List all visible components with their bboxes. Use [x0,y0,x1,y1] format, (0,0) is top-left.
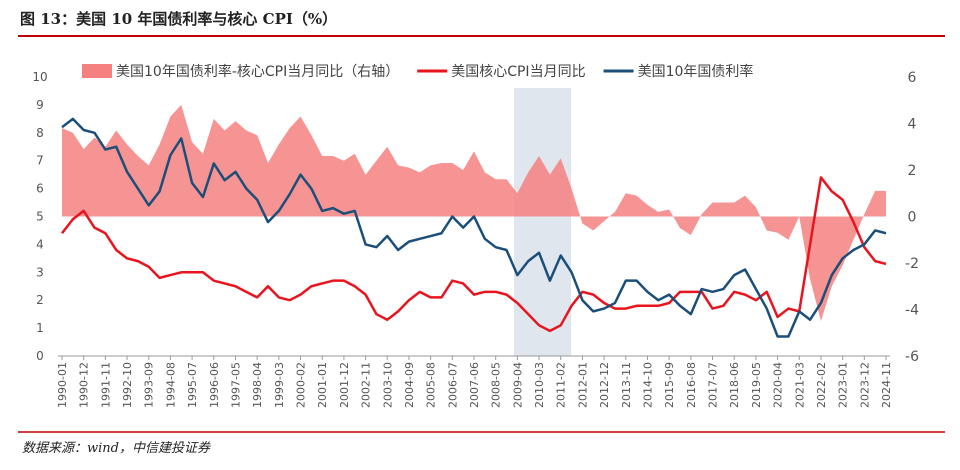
x-tick-label: 2012-01 [576,362,589,408]
x-tick-label: 2001-12 [338,362,351,408]
x-tick-label: 1990-12 [78,362,91,408]
y-tick-label: 3 [36,265,44,279]
x-tick-label: 2023-12 [858,362,871,408]
x-tick-label: 2007-06 [468,362,481,408]
y2-tick-label: 0 [908,210,917,226]
x-tick-label: 2017-07 [707,362,720,408]
x-tick-label: 1997-05 [229,362,242,408]
y2-tick-label: 4 [908,117,917,133]
x-tick-label: 2018-06 [728,362,741,408]
y-tick-label: 6 [36,182,44,196]
x-tick-label: 1990-01 [56,362,69,408]
x-tick-label: 2023-01 [837,362,850,408]
y-tick-label: 0 [36,349,44,363]
y-tick-label: 5 [36,210,44,224]
y-tick-label: 10 [32,70,47,84]
x-tick-label: 2013-11 [620,362,633,408]
y2-tick-label: 6 [908,70,917,86]
x-tick-label: 1999-03 [273,362,286,408]
x-tick-label: 2019-05 [750,362,763,408]
y-tick-label: 8 [36,126,44,140]
y-tick-label: 7 [36,154,44,168]
x-tick-label: 2002-11 [360,362,373,408]
x-tick-label: 1994-08 [164,362,177,408]
y-tick-label: 9 [36,98,44,112]
x-tick-label: 2014-10 [641,362,654,408]
legend-swatch [82,64,112,78]
spread-area [62,104,886,322]
legend-label: 美国10年国债利率 [638,63,754,80]
source: 数据来源：wind，中信建投证券 [22,441,211,456]
x-tick-label: 1992-10 [121,362,134,408]
shaded-period [514,88,571,356]
legend-label: 美国10年国债利率-核心CPI当月同比（右轴） [116,63,399,80]
x-tick-label: 2012-12 [598,362,611,408]
y2-tick-label: -6 [905,349,919,365]
x-tick-label: 2016-08 [685,362,698,408]
x-tick-label: 2020-04 [772,362,785,408]
x-tick-label: 2009-04 [511,362,524,408]
x-tick-label: 2011-02 [555,362,568,408]
x-tick-label: 1993-09 [143,362,156,408]
x-tick-label: 2008-05 [490,362,503,408]
y2-tick-label: 2 [908,163,917,179]
x-tick-label: 2010-03 [533,362,546,408]
x-tick-label: 1996-06 [208,362,221,408]
x-tick-label: 2021-03 [793,362,806,408]
x-tick-label: 2006-07 [446,362,459,408]
x-tick-label: 2003-10 [381,362,394,408]
x-tick-label: 2005-08 [425,362,438,408]
x-tick-label: 2001-01 [316,362,329,408]
y-tick-label: 2 [36,293,44,307]
y-tick-label: 4 [36,237,44,251]
series-line [61,176,887,333]
y2-tick-label: -2 [905,256,919,272]
x-tick-label: 1991-11 [99,362,112,408]
y2-tick-label: -4 [905,303,919,319]
x-tick-label: 2015-09 [663,362,676,408]
x-tick-label: 2000-02 [295,362,308,408]
x-tick-label: 2004-09 [403,362,416,408]
x-tick-label: 1998-04 [251,362,264,408]
x-tick-label: 2024-11 [880,362,893,408]
chart-title: 图 13：美国 10 年国债利率与核心 CPI（%） [20,10,337,28]
legend-label: 美国核心CPI当月同比 [451,64,585,80]
y-tick-label: 1 [36,321,44,335]
x-tick-label: 2022-02 [815,362,828,408]
series-line [61,117,887,338]
x-tick-label: 1995-07 [186,362,199,408]
